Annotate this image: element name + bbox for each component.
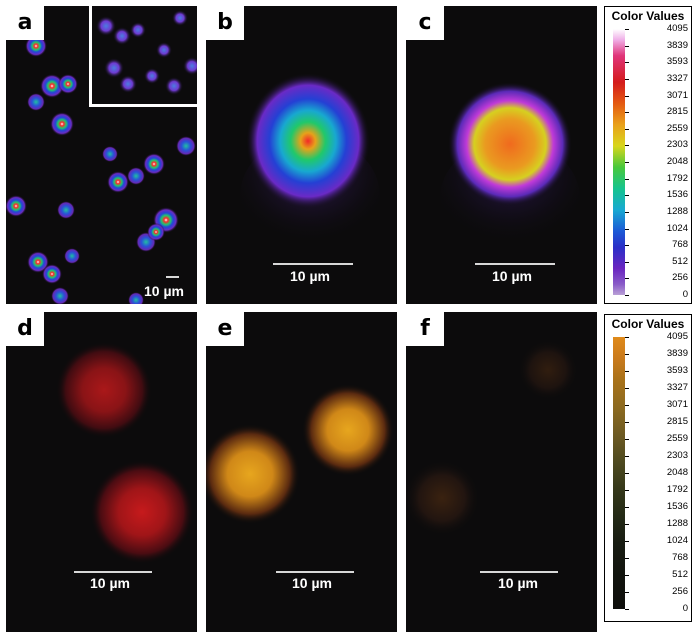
panel-f: f 10 µm [406,312,597,632]
panel-c-image [440,82,580,256]
colorbar-tick-label: 1536 [625,190,688,200]
panel-d-label: d [6,312,44,346]
panel-a-scalebar [166,276,179,278]
panel-e-label: e [206,312,244,346]
colorbar-tick-label: 256 [625,587,688,597]
panel-c-scalebar-label: 10 µm [492,268,532,284]
colorbar-tick-label: 1792 [625,173,688,184]
colorbar-tick-label: 1288 [625,519,688,529]
colorbar-tick-label: 3327 [625,383,688,393]
colorbar-tick-label: 3071 [625,90,688,101]
panel-b-label: b [206,6,244,40]
colorbar-tick-label: 2815 [625,107,688,117]
colorbar-tick-label: 512 [625,256,688,267]
panel-b-scalebar [273,263,353,265]
panel-d-scalebar-label: 10 µm [90,575,130,591]
colorbar-tick-label: 1024 [625,536,688,546]
colorbar-tick-label: 768 [625,553,688,563]
panel-a-label: a [6,6,44,40]
panel-a: a 10 µm [6,6,197,304]
colorbar-bottom-gradient [613,337,625,609]
panel-e: e 10 µm [206,312,397,632]
colorbar-tick-label: 2303 [625,140,688,150]
colorbar-tick-label: 2559 [625,123,688,134]
colorbar-tick-label: 4095 [625,24,688,34]
colorbar-tick-label: 2559 [625,434,688,444]
colorbar-tick-label: 3839 [625,349,688,359]
panel-b: b 10 µm [206,6,397,304]
colorbar-tick-label: 512 [625,570,688,580]
panel-b-image [240,73,380,256]
panel-d-scalebar [74,571,152,573]
colorbar-tick-label: 1024 [625,223,688,234]
panel-a-scalebar-label: 10 µm [144,283,184,299]
colorbar-tick-label: 3593 [625,366,688,376]
colorbar-tick-label: 0 [625,290,688,300]
colorbar-tick-label: 768 [625,240,688,250]
colorbar-tick-label: 2815 [625,417,688,427]
panel-a-inset [89,6,197,107]
colorbar-tick-label: 3593 [625,57,688,67]
colorbar-bottom-title: Color Values [611,317,685,331]
panel-f-image [406,340,578,536]
panel-c-label: c [406,6,444,40]
panel-e-image [206,384,394,524]
panel-c-scalebar [475,263,555,265]
colorbar-top-gradient [613,29,625,295]
colorbar-tick-label: 256 [625,273,688,283]
colorbar-tick-label: 3327 [625,73,688,84]
colorbar-tick-label: 1536 [625,502,688,512]
panel-a-image [6,35,196,304]
colorbar-tick-label: 4095 [625,332,688,342]
colorbar-bottom: Color Values 4095 3839 3593 3327 3071 2815 255… [604,314,692,622]
colorbar-tick-label: 1792 [625,485,688,495]
colorbar-tick-label: 2048 [625,468,688,478]
panel-e-scalebar-label: 10 µm [292,575,332,591]
colorbar-tick-label: 2303 [625,451,688,461]
colorbar-tick-label: 3071 [625,400,688,410]
panel-f-label: f [406,312,444,346]
panel-e-scalebar [276,571,354,573]
panel-d: d 10 µm [6,312,197,632]
colorbar-top-title: Color Values [611,9,685,23]
panel-f-scalebar [480,571,558,573]
panel-f-scalebar-label: 10 µm [498,575,538,591]
colorbar-tick-label: 0 [625,604,688,614]
panel-d-image [56,342,194,564]
colorbar-top: Color Values 4095 3839 3593 3327 3071 2815 255… [604,6,692,304]
panel-c: c 10 µm [406,6,597,304]
colorbar-tick-label: 3839 [625,40,688,51]
colorbar-tick-label: 2048 [625,157,688,167]
panel-a-inset-image [96,10,197,95]
colorbar-tick-label: 1288 [625,206,688,217]
panel-b-scalebar-label: 10 µm [290,268,330,284]
